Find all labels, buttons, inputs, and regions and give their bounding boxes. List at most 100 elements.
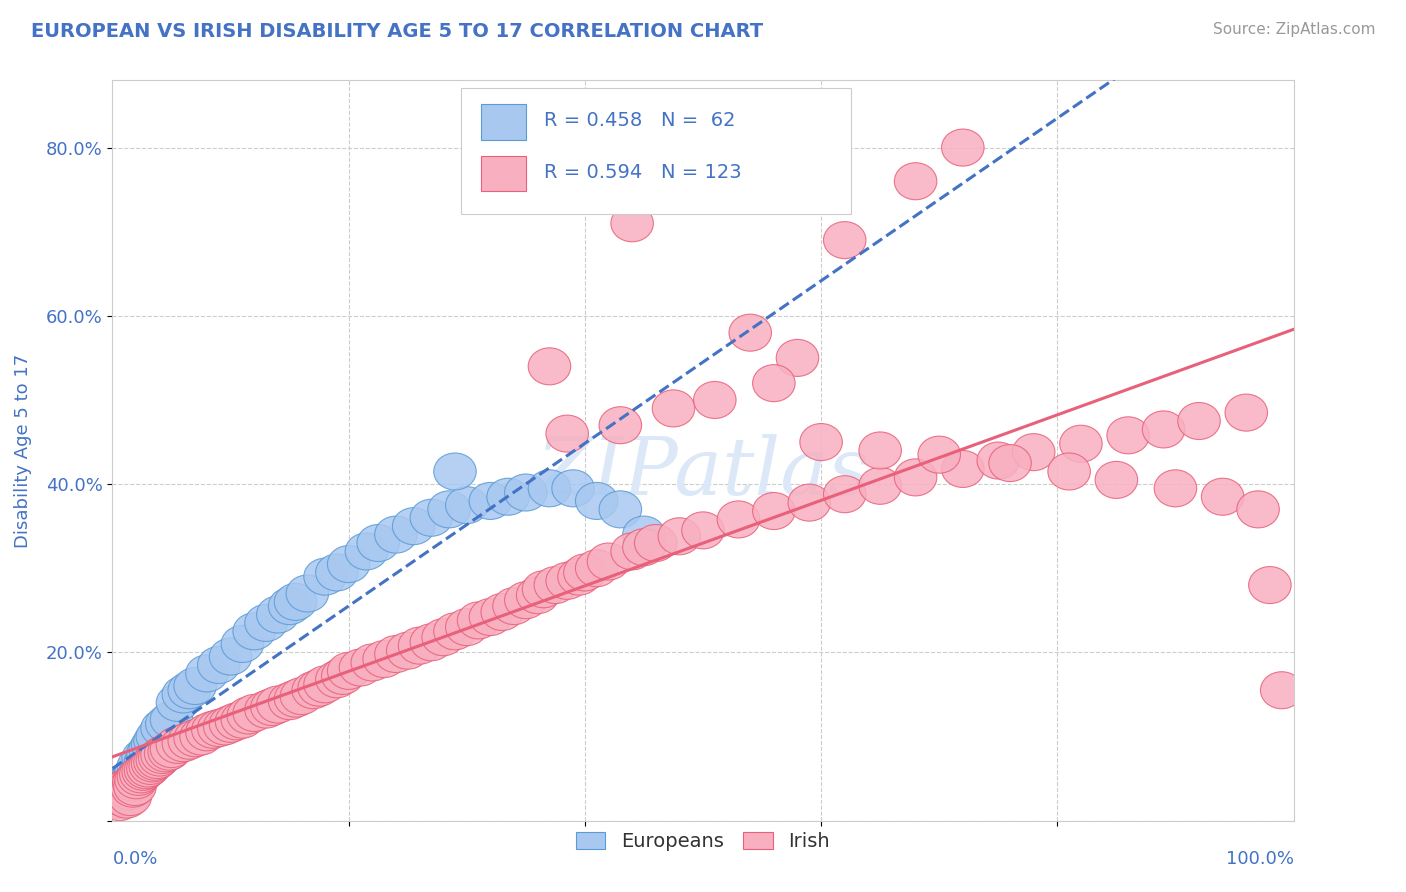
Ellipse shape — [215, 703, 257, 739]
Ellipse shape — [894, 162, 936, 200]
Ellipse shape — [546, 562, 589, 599]
Ellipse shape — [124, 743, 167, 780]
Ellipse shape — [131, 745, 174, 782]
Ellipse shape — [446, 608, 488, 646]
Ellipse shape — [505, 582, 547, 619]
FancyBboxPatch shape — [481, 156, 526, 191]
Ellipse shape — [859, 432, 901, 469]
Ellipse shape — [156, 684, 198, 722]
Ellipse shape — [138, 739, 181, 776]
Ellipse shape — [110, 767, 153, 804]
Ellipse shape — [357, 524, 399, 562]
Ellipse shape — [269, 588, 311, 624]
Ellipse shape — [988, 444, 1032, 482]
Ellipse shape — [492, 588, 536, 624]
Ellipse shape — [859, 467, 901, 504]
Ellipse shape — [108, 775, 152, 813]
Ellipse shape — [221, 625, 264, 663]
Ellipse shape — [136, 718, 179, 755]
Ellipse shape — [824, 475, 866, 513]
Ellipse shape — [1237, 491, 1279, 528]
Ellipse shape — [104, 772, 146, 810]
Ellipse shape — [1047, 453, 1091, 490]
Ellipse shape — [1225, 394, 1268, 431]
Ellipse shape — [427, 491, 471, 528]
Ellipse shape — [1201, 478, 1244, 516]
Ellipse shape — [245, 691, 287, 728]
Ellipse shape — [315, 554, 359, 591]
Ellipse shape — [374, 516, 418, 553]
Ellipse shape — [103, 770, 146, 807]
Legend: Europeans, Irish: Europeans, Irish — [568, 824, 838, 859]
Ellipse shape — [752, 492, 796, 530]
Ellipse shape — [658, 517, 700, 555]
Ellipse shape — [1142, 411, 1185, 448]
Ellipse shape — [1012, 434, 1054, 471]
Ellipse shape — [717, 501, 759, 538]
Ellipse shape — [148, 733, 190, 770]
Ellipse shape — [127, 735, 169, 772]
Ellipse shape — [256, 596, 299, 633]
Ellipse shape — [150, 701, 193, 739]
Ellipse shape — [117, 747, 160, 784]
Ellipse shape — [274, 680, 316, 717]
Ellipse shape — [344, 533, 388, 570]
Ellipse shape — [108, 772, 150, 810]
Ellipse shape — [96, 781, 138, 818]
Ellipse shape — [564, 554, 606, 591]
Ellipse shape — [446, 487, 488, 524]
Ellipse shape — [145, 735, 187, 772]
Ellipse shape — [534, 566, 576, 604]
Ellipse shape — [186, 655, 228, 692]
Ellipse shape — [776, 339, 818, 376]
Ellipse shape — [304, 665, 346, 703]
Text: 0.0%: 0.0% — [112, 850, 157, 868]
Ellipse shape — [752, 365, 796, 401]
Ellipse shape — [100, 777, 142, 814]
Ellipse shape — [787, 484, 831, 521]
Ellipse shape — [457, 602, 501, 639]
Ellipse shape — [127, 750, 169, 787]
Ellipse shape — [101, 777, 145, 814]
Ellipse shape — [197, 710, 240, 747]
Ellipse shape — [105, 781, 148, 818]
Ellipse shape — [129, 747, 172, 784]
Ellipse shape — [433, 613, 477, 650]
Ellipse shape — [292, 672, 335, 709]
Ellipse shape — [315, 661, 359, 698]
Ellipse shape — [328, 546, 370, 582]
Ellipse shape — [481, 593, 523, 631]
Ellipse shape — [110, 762, 153, 798]
Ellipse shape — [352, 644, 394, 681]
Ellipse shape — [197, 647, 240, 683]
Ellipse shape — [551, 470, 595, 507]
FancyBboxPatch shape — [481, 104, 526, 139]
Ellipse shape — [610, 533, 654, 570]
Ellipse shape — [1095, 461, 1137, 499]
Ellipse shape — [634, 524, 678, 562]
Ellipse shape — [623, 529, 665, 566]
Ellipse shape — [98, 781, 141, 818]
Ellipse shape — [94, 777, 138, 814]
Ellipse shape — [610, 205, 654, 242]
Ellipse shape — [322, 657, 364, 695]
Ellipse shape — [114, 769, 156, 805]
Ellipse shape — [226, 697, 270, 734]
Ellipse shape — [162, 676, 205, 713]
Ellipse shape — [652, 390, 695, 427]
FancyBboxPatch shape — [461, 87, 851, 213]
Text: 100.0%: 100.0% — [1226, 850, 1294, 868]
Ellipse shape — [411, 500, 453, 536]
Ellipse shape — [101, 769, 143, 805]
Ellipse shape — [115, 762, 157, 798]
Ellipse shape — [546, 415, 589, 452]
Ellipse shape — [1107, 417, 1150, 454]
Ellipse shape — [146, 706, 188, 742]
Ellipse shape — [150, 731, 193, 768]
Ellipse shape — [558, 558, 600, 595]
Ellipse shape — [141, 710, 183, 747]
Ellipse shape — [174, 667, 217, 705]
Ellipse shape — [112, 760, 155, 797]
Ellipse shape — [575, 483, 619, 519]
Ellipse shape — [120, 756, 162, 793]
